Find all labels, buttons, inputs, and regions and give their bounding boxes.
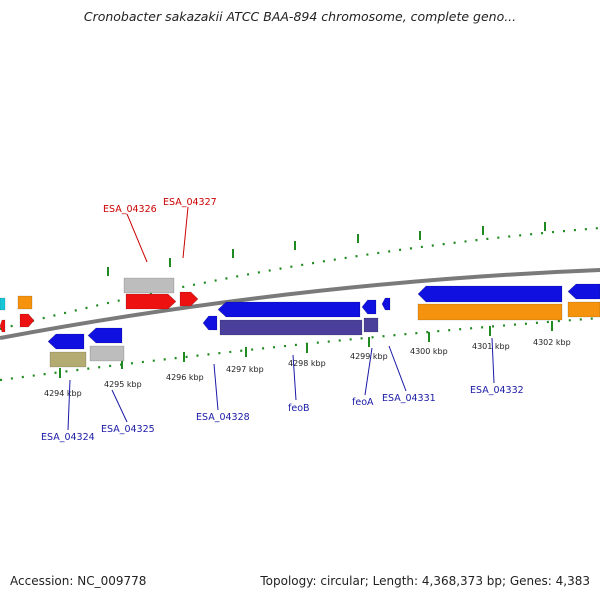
map-title: Cronobacter sakazakii ATCC BAA-894 chrom… [83, 9, 517, 24]
gene-orange [567, 301, 600, 318]
tick-label: 4294 kbp [44, 389, 82, 398]
gene-gray [89, 345, 125, 362]
gene-label[interactable]: ESA_04327 [163, 197, 217, 208]
gene-label[interactable]: ESA_04326 [103, 204, 157, 215]
gene-blue [567, 283, 600, 300]
gene-red [19, 313, 35, 328]
gene-label[interactable]: ESA_04332 [470, 385, 524, 396]
gene-purple [219, 319, 363, 336]
gene-label[interactable]: feoA [352, 397, 374, 408]
gene-purple [363, 317, 379, 333]
tick-label: 4300 kbp [410, 347, 448, 356]
tick-label: 4301 kbp [472, 342, 510, 351]
gene-blue [381, 297, 391, 311]
gene-label-leader [111, 389, 128, 423]
gene-label[interactable]: ESA_04324 [41, 432, 95, 443]
gene-blue [87, 327, 123, 344]
gene-khaki [49, 351, 87, 368]
gene-red [125, 293, 177, 310]
gene-label[interactable]: ESA_04328 [196, 412, 250, 423]
gene-label[interactable]: feoB [288, 403, 310, 414]
tick-label: 4298 kbp [288, 359, 326, 368]
gene-label-leader [292, 354, 297, 401]
gene-blue [361, 299, 377, 315]
gene-label[interactable]: ESA_04325 [101, 424, 155, 435]
tick-label: 4297 kbp [226, 365, 264, 374]
tick-label: 4299 kbp [350, 352, 388, 361]
gene-label-leader [388, 345, 407, 392]
gene-blue [47, 333, 85, 350]
gene-blue [217, 301, 361, 318]
gene-cyan [0, 297, 6, 311]
tick-label: 4295 kbp [104, 380, 142, 389]
gene-label-leader [126, 213, 148, 263]
topology-stats-text: Topology: circular; Length: 4,368,373 bp… [260, 574, 590, 588]
gene-label-leader [491, 337, 495, 384]
gene-label-leader [182, 206, 189, 259]
gene-label-leader [213, 363, 219, 411]
gene-gray [123, 277, 175, 294]
tick-label: 4302 kbp [533, 338, 571, 347]
gene-blue [202, 315, 218, 331]
accession-text: Accession: NC_009778 [10, 574, 147, 588]
gene-orange [17, 295, 33, 310]
gene-label[interactable]: ESA_04331 [382, 393, 436, 404]
tick-label: 4296 kbp [166, 373, 204, 382]
gene-orange [417, 303, 563, 321]
gene-label-leader [364, 347, 373, 396]
gene-label-leader [67, 379, 71, 431]
gene-red [0, 319, 6, 333]
gene-red [179, 291, 199, 307]
chromosome-backbone [0, 268, 600, 340]
gene-blue [417, 285, 563, 303]
